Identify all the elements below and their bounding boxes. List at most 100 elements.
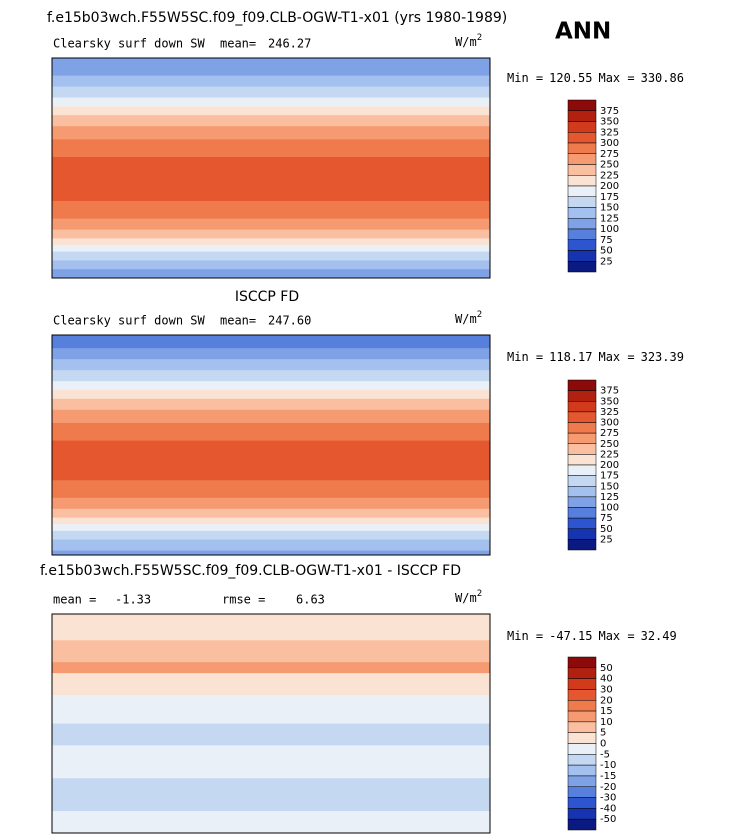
map-band xyxy=(52,126,490,140)
colorbar-box xyxy=(567,808,597,820)
mean-value: 246.27 xyxy=(268,37,311,51)
colorbar-label: 15 xyxy=(600,706,613,717)
colorbar-box xyxy=(567,390,597,402)
rmse-label: rmse = xyxy=(222,593,265,607)
max-value: 323.39 xyxy=(641,350,684,364)
colorbar-label: 25 xyxy=(600,256,613,267)
map-band xyxy=(52,58,490,77)
units-exponent: 2 xyxy=(477,310,482,320)
colorbar-box xyxy=(567,207,597,219)
map-band xyxy=(52,75,490,88)
colorbar-label: 325 xyxy=(600,407,619,418)
map-band xyxy=(52,662,490,674)
colorbar-label: 20 xyxy=(600,695,613,706)
min-label: Min = xyxy=(507,350,543,364)
colorbar-box xyxy=(567,496,597,508)
units-exponent: 2 xyxy=(477,33,482,43)
colorbar-label: 350 xyxy=(600,396,619,407)
colorbar-label: 375 xyxy=(600,386,619,397)
colorbar-box xyxy=(567,678,597,690)
units-base: W/m xyxy=(455,312,477,326)
colorbar-box xyxy=(567,239,597,251)
map-band xyxy=(52,614,490,641)
map-band xyxy=(52,251,490,261)
colorbar-box xyxy=(567,517,597,529)
colorbar-label: 275 xyxy=(600,149,619,160)
map-band xyxy=(52,97,490,107)
min-value: 118.17 xyxy=(549,350,592,364)
map-band xyxy=(52,480,490,499)
colorbar-label: 125 xyxy=(600,213,619,224)
colorbar-label: 25 xyxy=(600,534,613,545)
colorbar-label: 50 xyxy=(600,663,613,674)
colorbar-label: 325 xyxy=(600,127,619,138)
colorbar-label: 30 xyxy=(600,684,613,695)
max-label: Max = xyxy=(598,71,634,85)
colorbar-box xyxy=(567,411,597,423)
map-band xyxy=(52,157,490,202)
colorbar-label: 125 xyxy=(600,492,619,503)
max-value: 32.49 xyxy=(641,629,677,643)
max-label: Max = xyxy=(598,629,634,643)
units: W/m2 xyxy=(455,589,482,605)
colorbar-box xyxy=(567,797,597,809)
map-band xyxy=(52,335,490,349)
map-band xyxy=(52,778,490,812)
colorbar-box xyxy=(567,401,597,413)
map-band xyxy=(52,695,490,724)
map-band xyxy=(52,139,490,158)
colorbar-box xyxy=(567,175,597,187)
variable-name: Clearsky surf down SW xyxy=(53,37,205,51)
rmse-value: 6.63 xyxy=(296,593,325,607)
mean-value: -1.33 xyxy=(115,593,151,607)
colorbar-label: -5 xyxy=(600,749,610,760)
colorbar-box xyxy=(567,153,597,165)
min-max: Min = 120.55 Max = 330.86 xyxy=(507,71,684,85)
map-band xyxy=(52,497,490,510)
colorbar-box xyxy=(567,710,597,723)
map-band xyxy=(52,390,490,400)
mean-value: 247.60 xyxy=(268,314,311,328)
colorbar-label: -30 xyxy=(600,793,616,804)
colorbar-box xyxy=(567,539,597,551)
units: W/m2 xyxy=(455,33,482,49)
colorbar-label: 150 xyxy=(600,203,619,214)
map-band xyxy=(52,723,490,746)
colorbar-box xyxy=(567,379,597,391)
colorbar-box xyxy=(567,700,597,712)
colorbar-box xyxy=(567,422,597,434)
map-band xyxy=(52,260,490,270)
colorbar-box xyxy=(567,464,597,476)
colorbar-box xyxy=(567,721,597,733)
colorbar-box xyxy=(567,486,597,498)
mean-label: mean= xyxy=(220,37,256,51)
map-band xyxy=(52,409,490,424)
min-max: Min = -47.15 Max = 32.49 xyxy=(507,629,677,643)
colorbar-box xyxy=(567,764,597,777)
colorbar-label: -50 xyxy=(600,814,616,825)
map-band xyxy=(52,201,490,220)
colorbar-box xyxy=(567,775,597,787)
min-max: Min = 118.17 Max = 323.39 xyxy=(507,350,684,364)
colorbar-label: 275 xyxy=(600,428,619,439)
colorbar-label: 0 xyxy=(600,739,606,750)
colorbar-box xyxy=(567,454,597,466)
units-base: W/m xyxy=(455,591,477,605)
map-band xyxy=(52,218,490,231)
colorbar-label: -40 xyxy=(600,803,616,814)
colorbar-box xyxy=(567,196,597,208)
panel-subtitle: ISCCP FD xyxy=(235,289,299,305)
colorbar-label: 300 xyxy=(600,418,619,429)
colorbar-label: 50 xyxy=(600,524,613,535)
colorbar-box xyxy=(567,443,597,455)
map-band xyxy=(52,238,490,246)
colorbar-label: 175 xyxy=(600,192,619,203)
colorbar-box xyxy=(567,99,597,111)
colorbar-box xyxy=(567,743,597,755)
season-label: ANN xyxy=(555,19,611,45)
colorbar-label: -20 xyxy=(600,782,616,793)
min-value: 120.55 xyxy=(549,71,592,85)
mean-label: mean = xyxy=(53,593,96,607)
colorbar-label: 50 xyxy=(600,246,613,257)
